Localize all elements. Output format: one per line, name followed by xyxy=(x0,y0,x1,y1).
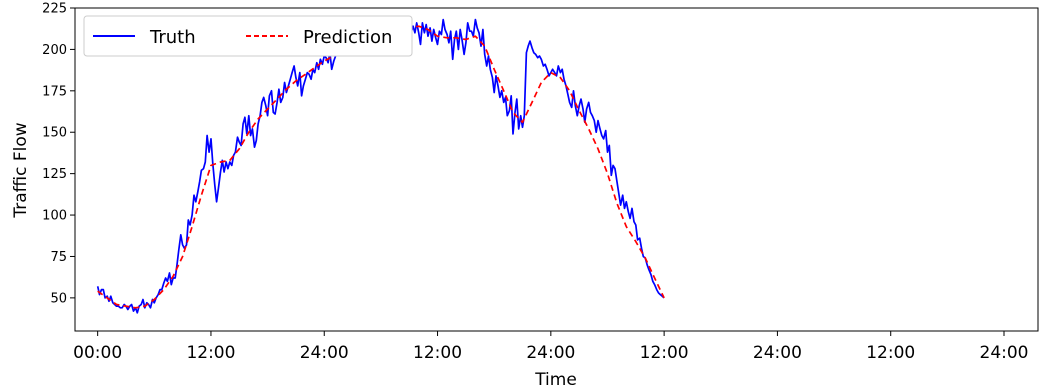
y-tick-label: 125 xyxy=(42,167,67,182)
x-tick-label: 24:00 xyxy=(300,343,349,363)
legend-prediction-label: Prediction xyxy=(303,27,392,48)
x-tick-label: 12:00 xyxy=(186,343,235,363)
y-tick-label: 225 xyxy=(42,2,67,17)
plot-frame xyxy=(74,7,1039,332)
y-tick-label: 200 xyxy=(42,43,67,58)
x-axis: 00:00 12:00 24:00 12:00 24:00 12:00 24:00 12:00… xyxy=(73,331,1029,363)
x-tick-label: 00:00 xyxy=(73,343,122,363)
y-tick-label: 100 xyxy=(42,209,67,224)
x-tick-label: 24:00 xyxy=(753,343,802,363)
y-tick-label: 75 xyxy=(50,250,67,265)
series-layer xyxy=(96,17,665,314)
legend: Truth Prediction xyxy=(83,15,413,57)
series-line-prediction xyxy=(97,25,665,309)
x-tick-label: 12:00 xyxy=(866,343,915,363)
x-tick-label: 12:00 xyxy=(413,343,462,363)
x-tick-label: 12:00 xyxy=(640,343,689,363)
x-axis-title: Time xyxy=(534,370,577,390)
x-tick-label: 24:00 xyxy=(980,343,1029,363)
y-axis-title: Traffic Flow xyxy=(11,122,31,218)
y-tick-label: 50 xyxy=(50,291,67,306)
legend-truth-label: Truth xyxy=(149,27,196,48)
y-tick-label: 150 xyxy=(42,126,67,141)
y-tick-label: 175 xyxy=(42,84,67,99)
y-axis: 50 75 100 125 150 175 200 225 xyxy=(42,2,75,306)
series-line-truth xyxy=(96,17,665,314)
x-tick-label: 24:00 xyxy=(526,343,575,363)
